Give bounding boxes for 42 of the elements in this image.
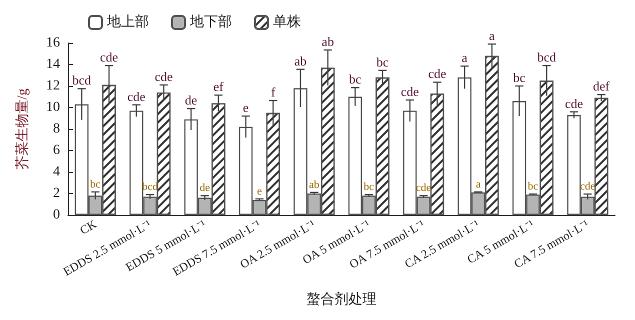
data-label: a <box>489 28 496 44</box>
data-label: cde <box>564 96 584 111</box>
data-label: bc <box>349 72 362 87</box>
data-label: cde <box>154 68 173 84</box>
data-label: ab <box>322 34 334 49</box>
data-label: ab <box>308 178 320 191</box>
data-label: cde <box>127 88 146 104</box>
data-label: f <box>270 84 276 100</box>
data-label: a <box>476 178 481 190</box>
data-label: def <box>593 78 610 94</box>
legend-label: 地下部 <box>189 14 232 30</box>
x-tick-label: CK <box>77 216 100 238</box>
data-label: bc <box>528 180 538 193</box>
data-label: de <box>184 92 198 108</box>
data-label: bc <box>364 181 374 194</box>
y-tick-label: 6 <box>53 143 60 158</box>
y-tick-label: 16 <box>46 36 60 50</box>
y-tick-label: 10 <box>46 100 60 115</box>
y-tick-label: 12 <box>46 78 60 94</box>
data-label: ab <box>294 53 307 68</box>
data-label: e <box>242 100 249 116</box>
y-tick-label: 2 <box>53 186 60 201</box>
data-label: bc <box>90 178 101 190</box>
y-tick-label: 14 <box>46 57 60 72</box>
data-label: bcd <box>72 72 92 88</box>
data-label: bc <box>376 54 389 70</box>
data-label: bcd <box>537 50 557 65</box>
x-axis-title: 螯合剂处理 <box>306 292 376 308</box>
y-tick-label: 8 <box>53 122 60 136</box>
data-label: de <box>200 182 210 194</box>
y-tick-label: 0 <box>53 208 60 222</box>
data-label: cde <box>428 66 446 82</box>
data-label: bc <box>513 70 526 85</box>
data-label: a <box>462 50 468 66</box>
data-label: ef <box>213 79 224 94</box>
legend-label: 地上部 <box>106 14 149 30</box>
y-axis-title: 芥菜生物量/g <box>14 88 30 170</box>
y-tick-label: 4 <box>53 164 60 180</box>
data-label: cde <box>400 84 420 99</box>
legend-label: 单株 <box>273 14 301 30</box>
data-label: e <box>257 185 262 198</box>
data-label: cde <box>100 50 118 65</box>
